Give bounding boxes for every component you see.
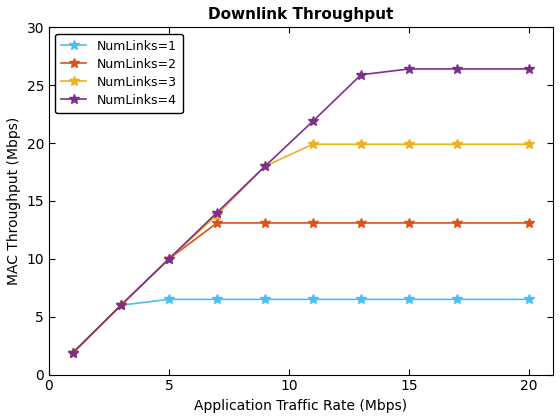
- NumLinks=3: [454, 142, 460, 147]
- NumLinks=3: [118, 303, 124, 308]
- NumLinks=1: [166, 297, 172, 302]
- NumLinks=1: [405, 297, 412, 302]
- NumLinks=4: [358, 72, 365, 77]
- NumLinks=4: [262, 164, 268, 169]
- NumLinks=2: [405, 220, 412, 226]
- NumLinks=2: [214, 220, 221, 226]
- NumLinks=1: [214, 297, 221, 302]
- NumLinks=4: [69, 350, 76, 355]
- NumLinks=4: [405, 66, 412, 71]
- NumLinks=4: [118, 303, 124, 308]
- Line: NumLinks=1: NumLinks=1: [68, 294, 534, 357]
- NumLinks=1: [118, 303, 124, 308]
- NumLinks=4: [526, 66, 533, 71]
- NumLinks=4: [454, 66, 460, 71]
- NumLinks=3: [214, 213, 221, 218]
- NumLinks=3: [69, 350, 76, 355]
- NumLinks=3: [166, 256, 172, 261]
- NumLinks=3: [405, 142, 412, 147]
- NumLinks=2: [166, 256, 172, 261]
- Line: NumLinks=4: NumLinks=4: [68, 64, 534, 357]
- NumLinks=4: [214, 210, 221, 215]
- X-axis label: Application Traffic Rate (Mbps): Application Traffic Rate (Mbps): [194, 399, 408, 413]
- NumLinks=1: [262, 297, 268, 302]
- NumLinks=2: [310, 220, 316, 226]
- Legend: NumLinks=1, NumLinks=2, NumLinks=3, NumLinks=4: NumLinks=1, NumLinks=2, NumLinks=3, NumL…: [55, 34, 183, 113]
- NumLinks=3: [358, 142, 365, 147]
- NumLinks=3: [526, 142, 533, 147]
- NumLinks=3: [310, 142, 316, 147]
- Title: Downlink Throughput: Downlink Throughput: [208, 7, 394, 22]
- NumLinks=4: [310, 118, 316, 123]
- NumLinks=1: [358, 297, 365, 302]
- NumLinks=2: [69, 350, 76, 355]
- NumLinks=2: [118, 303, 124, 308]
- NumLinks=2: [358, 220, 365, 226]
- Line: NumLinks=2: NumLinks=2: [68, 218, 534, 357]
- NumLinks=1: [454, 297, 460, 302]
- Y-axis label: MAC Throughput (Mbps): MAC Throughput (Mbps): [7, 117, 21, 285]
- NumLinks=2: [526, 220, 533, 226]
- NumLinks=1: [69, 350, 76, 355]
- NumLinks=4: [166, 256, 172, 261]
- NumLinks=1: [310, 297, 316, 302]
- Line: NumLinks=3: NumLinks=3: [68, 139, 534, 357]
- NumLinks=1: [526, 297, 533, 302]
- NumLinks=2: [262, 220, 268, 226]
- NumLinks=2: [454, 220, 460, 226]
- NumLinks=3: [262, 164, 268, 169]
